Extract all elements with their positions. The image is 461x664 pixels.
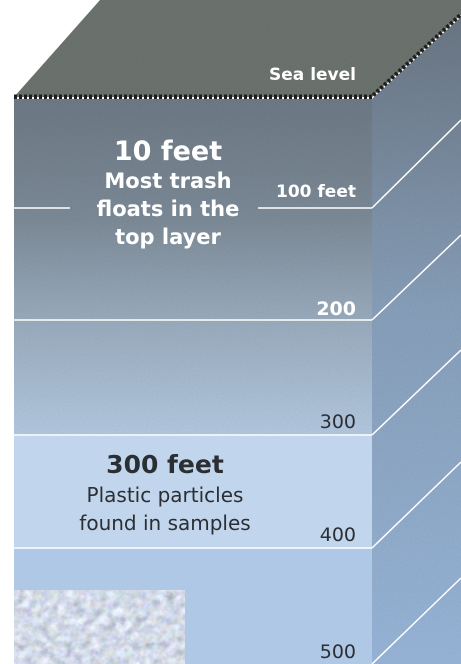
side-face — [372, 17, 461, 664]
depth-label: 300 — [320, 411, 356, 433]
sea-level-label: Sea level — [269, 65, 356, 85]
layer-lines — [14, 119, 461, 664]
photo-inset — [14, 590, 185, 664]
depth-label: 100 feet — [276, 182, 356, 202]
depth-label: 400 — [320, 524, 356, 546]
layer-line — [371, 234, 461, 321]
surface-edge — [14, 13, 461, 100]
depth-label: 200 — [316, 298, 356, 320]
callout-line: top layer — [115, 225, 221, 249]
callout-line: floats in the — [97, 197, 240, 221]
layer-line — [371, 461, 461, 549]
sea-surface — [14, 0, 461, 97]
callout-line: Plastic particles — [87, 483, 244, 507]
callout-line: Most trash — [104, 169, 231, 193]
front-upper — [14, 99, 372, 435]
callout-heading: 10 feet — [114, 136, 222, 167]
callout-heading: 300 feet — [106, 450, 224, 479]
callout-line: found in samples — [79, 511, 250, 535]
front-layer-4 — [14, 435, 372, 548]
depth-label: 500 — [320, 641, 356, 663]
layer-line — [371, 349, 461, 436]
layer-line — [371, 577, 461, 664]
layer-line — [371, 119, 461, 209]
